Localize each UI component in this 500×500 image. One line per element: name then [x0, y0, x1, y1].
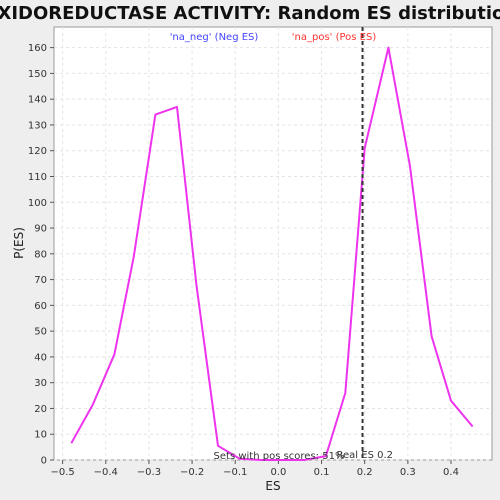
- axes: −0.5 −0.4 −0.3 −0.2 −0.1 0.0 0.1 0.2 0.3 0.4 0 10 20…: [28, 43, 459, 478]
- y-tick-label: 30: [34, 378, 47, 389]
- legend-neg: 'na_neg' (Neg ES): [170, 32, 259, 43]
- y-tick-label: 140: [28, 95, 47, 106]
- pos-scores-annotation: Sets with pos scores: 51%: [214, 451, 345, 462]
- x-tick-label: 0.1: [314, 467, 330, 478]
- y-tick-label: 60: [34, 301, 47, 312]
- x-tick-label: 0.2: [357, 467, 373, 478]
- x-tick-label: 0.4: [443, 467, 459, 478]
- x-tick-label: −0.2: [180, 467, 204, 478]
- y-tick-label: 80: [34, 249, 47, 260]
- y-tick-label: 110: [28, 172, 47, 183]
- series-layer: [70, 46, 474, 461]
- chart-title: OXIDOREDUCTASE ACTIVITY: Random ES distr…: [0, 3, 500, 24]
- y-tick-label: 10: [34, 430, 47, 441]
- series-line: [70, 46, 474, 461]
- x-tick-label: −0.5: [50, 467, 74, 478]
- real-es-marker: Real ES 0.2: [337, 27, 393, 461]
- y-axis-title: P(ES): [12, 227, 26, 259]
- y-tick-label: 40: [34, 352, 47, 363]
- x-tick-label: 0.3: [400, 467, 416, 478]
- x-tick-label: −0.4: [94, 467, 118, 478]
- y-tick-label: 150: [28, 69, 47, 80]
- y-tick-label: 100: [28, 198, 47, 209]
- x-axis-title: ES: [265, 479, 280, 493]
- legend-pos: 'na_pos' (Pos ES): [292, 32, 377, 43]
- plot-area: [53, 26, 493, 461]
- y-tick-label: 90: [34, 224, 47, 235]
- y-tick-label: 20: [34, 404, 47, 415]
- grid: [54, 27, 492, 461]
- x-tick-label: −0.1: [223, 467, 247, 478]
- x-tick-label: 0.0: [270, 467, 286, 478]
- y-tick-label: 70: [34, 275, 47, 286]
- y-tick-label: 50: [34, 327, 47, 338]
- y-tick-label: 160: [28, 43, 47, 54]
- y-tick-label: 120: [28, 146, 47, 157]
- real-es-label: Real ES 0.2: [337, 450, 393, 461]
- y-tick-label: 0: [41, 456, 47, 467]
- x-tick-label: −0.3: [137, 467, 161, 478]
- y-tick-label: 130: [28, 120, 47, 131]
